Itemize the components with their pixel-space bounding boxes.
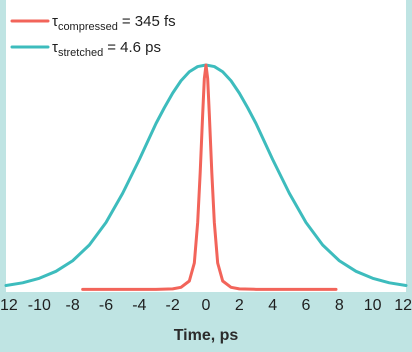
legend-label-stretched: τstretched = 4.6 ps — [52, 39, 161, 59]
x-tick-label: 2 — [235, 297, 244, 314]
x-tick-label: 10 — [364, 297, 382, 314]
series-line-compressed — [81, 63, 338, 291]
legend-value-stretched: = 4.6 ps — [107, 39, 161, 56]
legend-symbol-stretched: τ — [52, 39, 58, 56]
x-axis-title: Time, ps — [174, 327, 239, 344]
legend-value-compressed: = 345 fs — [122, 13, 176, 30]
x-tick-label: -10 — [28, 297, 51, 314]
plot-area — [6, 0, 406, 292]
series-lines — [4, 63, 408, 291]
legend: τcompressed = 345 fs τstretched = 4.6 ps — [10, 13, 176, 59]
x-tick-label: 8 — [335, 297, 344, 314]
x-tick-label: -2 — [166, 297, 180, 314]
x-tick-label: -4 — [132, 297, 146, 314]
x-tick-labels: 12 -10 -8 -6 -4 -2 0 2 4 6 8 10 12 — [0, 297, 412, 314]
legend-subscript-compressed: compressed — [58, 21, 118, 33]
x-tick-label: 0 — [202, 297, 211, 314]
legend-label-compressed: τcompressed = 345 fs — [52, 13, 176, 33]
legend-subscript-stretched: stretched — [58, 47, 103, 59]
x-tick-label: 6 — [302, 297, 311, 314]
x-tick-label: 12 — [0, 297, 18, 314]
x-tick-label: -6 — [99, 297, 113, 314]
legend-symbol-compressed: τ — [52, 13, 58, 30]
x-tick-label: -8 — [66, 297, 80, 314]
x-tick-label: 4 — [268, 297, 277, 314]
x-tick-label: 12 — [394, 297, 412, 314]
